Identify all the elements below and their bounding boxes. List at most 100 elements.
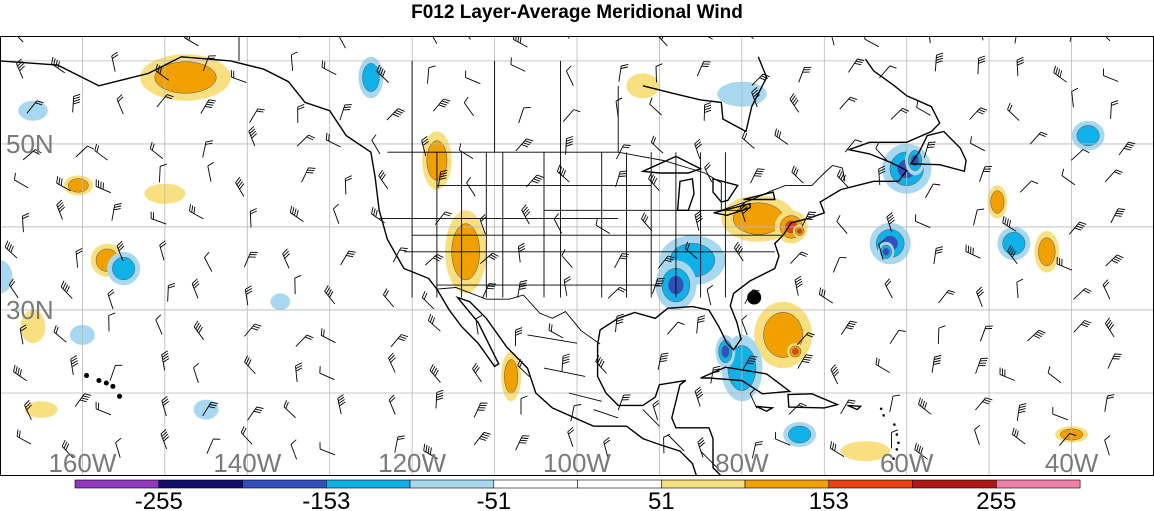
wind-barb bbox=[193, 320, 204, 340]
wind-barb bbox=[567, 426, 575, 448]
wind-barb bbox=[161, 350, 170, 371]
wind-barb bbox=[56, 199, 65, 220]
wind-barb bbox=[515, 435, 530, 451]
wind-barb bbox=[249, 208, 257, 228]
map-panel: 50N 30N 160W 140W 120W 100W 80W 60W 40W bbox=[0, 36, 1154, 476]
wind-barb bbox=[467, 36, 471, 40]
wind-barb bbox=[925, 183, 941, 199]
wind-barb bbox=[155, 63, 169, 81]
wind-barb bbox=[864, 36, 880, 48]
wind-barb bbox=[791, 165, 804, 184]
wind-barb bbox=[788, 402, 807, 415]
wind-barb bbox=[563, 276, 571, 296]
lake-huron bbox=[712, 177, 739, 203]
wind-barb bbox=[473, 402, 488, 418]
colorbar-box bbox=[660, 479, 746, 489]
wind-barb bbox=[615, 313, 624, 333]
positive-wind-region bbox=[20, 310, 46, 344]
country-line bbox=[700, 450, 718, 469]
wind-barb bbox=[320, 328, 336, 344]
wind-barb bbox=[1052, 407, 1068, 421]
wind-barb bbox=[296, 134, 316, 147]
wind-barb bbox=[651, 278, 665, 295]
wind-barb bbox=[518, 107, 531, 124]
wind-barb bbox=[321, 60, 337, 76]
wind-barb bbox=[973, 208, 985, 226]
wind-barb bbox=[618, 63, 629, 82]
wind-barb bbox=[1053, 65, 1067, 83]
jamaica-coastline bbox=[755, 405, 775, 412]
wind-barb bbox=[392, 247, 408, 263]
wind-barb bbox=[1102, 279, 1111, 300]
wind-barb bbox=[797, 332, 815, 345]
puerto-rico-coastline bbox=[847, 404, 863, 411]
negative-wind-region bbox=[721, 345, 730, 358]
wind-barb bbox=[884, 278, 893, 299]
wind-barb bbox=[22, 149, 42, 161]
wind-barb bbox=[1110, 100, 1119, 119]
wind-barb bbox=[657, 352, 669, 370]
wind-barb bbox=[1070, 149, 1090, 161]
wind-barb bbox=[614, 253, 629, 269]
wind-barb bbox=[378, 169, 389, 190]
location-marker bbox=[747, 290, 762, 305]
wind-barb bbox=[831, 36, 835, 46]
wind-barb bbox=[240, 426, 253, 445]
antilles-island bbox=[882, 414, 885, 417]
wind-barb bbox=[289, 205, 304, 222]
wind-barb bbox=[16, 58, 25, 79]
wind-barb bbox=[1105, 317, 1115, 338]
wind-barb bbox=[24, 399, 32, 420]
wind-barb bbox=[339, 104, 352, 121]
wind-barb bbox=[458, 143, 474, 159]
wind-barb bbox=[741, 131, 755, 149]
wind-barb bbox=[480, 252, 499, 264]
wind-barb bbox=[517, 280, 528, 298]
wind-barb bbox=[156, 94, 174, 108]
lon-label: 40W bbox=[1045, 448, 1099, 476]
grid-labels: 50N 30N 160W 140W 120W 100W 80W 60W 40W bbox=[6, 129, 1099, 476]
colorbar: -255 -153 -51 51 153 255 bbox=[74, 479, 1081, 511]
wind-barb bbox=[301, 167, 316, 183]
wind-barb bbox=[61, 439, 74, 459]
colorbar-label: 51 bbox=[648, 488, 675, 511]
wind-barb bbox=[434, 211, 453, 225]
wind-barb bbox=[1016, 56, 1024, 77]
wind-barb bbox=[1014, 36, 1017, 44]
colorbar-box bbox=[242, 479, 327, 489]
wind-barb bbox=[388, 394, 396, 415]
wind-barb bbox=[706, 36, 713, 40]
wind-barb bbox=[1059, 432, 1077, 446]
wind-barb bbox=[607, 286, 627, 299]
colorbar-box bbox=[995, 479, 1081, 489]
positive-wind-region bbox=[792, 348, 799, 355]
wind-barb bbox=[830, 364, 840, 385]
wind-barb bbox=[649, 97, 662, 116]
wind-barb bbox=[889, 394, 900, 412]
wind-barb bbox=[650, 135, 664, 154]
wind-barb bbox=[975, 357, 988, 374]
wind-barb bbox=[388, 352, 396, 373]
wind-barb bbox=[111, 51, 119, 72]
wind-barb bbox=[839, 96, 858, 110]
wind-barb bbox=[161, 395, 170, 417]
hawaii-island bbox=[110, 383, 116, 389]
wind-barb bbox=[742, 355, 758, 371]
colorbar-label: 255 bbox=[976, 488, 1016, 511]
wind-barb bbox=[775, 431, 791, 446]
wind-barb bbox=[230, 70, 247, 84]
lon-label: 120W bbox=[378, 448, 446, 476]
wind-barb bbox=[751, 441, 763, 459]
wind-barb bbox=[1105, 254, 1124, 267]
lat-label: 30N bbox=[6, 295, 54, 325]
lon-label: 60W bbox=[880, 448, 934, 476]
wind-barb bbox=[969, 107, 988, 120]
wind-barb bbox=[193, 362, 200, 383]
wind-barb bbox=[1073, 287, 1092, 300]
wind-barb bbox=[818, 287, 834, 304]
wind-barb bbox=[107, 288, 115, 310]
wind-barb bbox=[473, 431, 491, 446]
wind-barb bbox=[235, 176, 245, 197]
wind-barb bbox=[115, 437, 122, 458]
wind-barb bbox=[1073, 320, 1092, 333]
